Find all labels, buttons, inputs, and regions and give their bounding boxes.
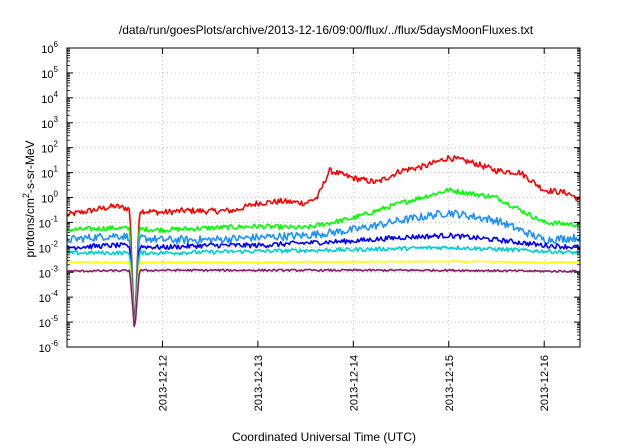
x-tick-label: 2013-12-13 xyxy=(253,355,265,411)
series-line xyxy=(66,268,581,328)
x-tick-label: 2013-12-14 xyxy=(348,355,360,411)
y-tick-label: 102 xyxy=(41,140,58,156)
y-tick-label: 105 xyxy=(41,65,58,81)
series-line xyxy=(66,260,581,327)
series-line xyxy=(66,232,581,326)
y-tick-label: 10-2 xyxy=(39,239,59,255)
series-layer xyxy=(66,154,581,328)
y-tick-label: 106 xyxy=(41,40,58,56)
y-axis-label: protons/cm2-s-sr-MeV xyxy=(21,140,37,257)
grid xyxy=(67,47,580,348)
series-line xyxy=(66,154,581,322)
y-axis: 10-6 10-5 10-4 10-3 10-2 10-1 100 101 102 103 104 1… xyxy=(39,40,580,355)
y-tick-label: 10-3 xyxy=(39,264,59,280)
y-tick-label: 101 xyxy=(41,165,58,181)
y-tick-label: 10-4 xyxy=(39,289,59,305)
x-tick-label: 2013-12-15 xyxy=(444,355,456,411)
y-tick-label: 10-5 xyxy=(39,314,59,330)
x-tick-label: 2013-12-16 xyxy=(539,355,551,411)
series-line xyxy=(66,187,581,324)
x-axis: 2013-12-12 2013-12-13 2013-12-14 2013-12-15… xyxy=(157,48,551,411)
y-tick-label: 104 xyxy=(41,90,58,106)
x-tick-label: 2013-12-12 xyxy=(157,355,169,411)
series-line xyxy=(66,245,581,326)
y-tick-label: 10-6 xyxy=(39,339,59,355)
y-tick-label: 103 xyxy=(41,115,58,131)
chart-title: /data/run/goesPlots/archive/2013-12-16/0… xyxy=(119,23,534,37)
x-axis-label: Coordinated Universal Time (UTC) xyxy=(232,430,416,444)
y-tick-label: 10-1 xyxy=(39,214,59,230)
y-tick-label: 100 xyxy=(41,190,58,206)
series-line xyxy=(66,209,581,325)
